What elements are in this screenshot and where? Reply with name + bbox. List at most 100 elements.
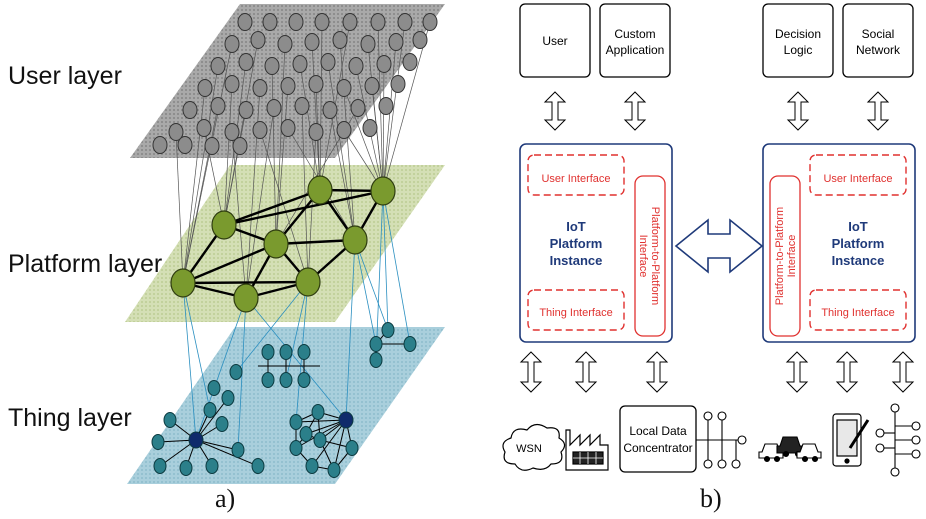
user-node: [232, 137, 248, 155]
wsn-cloud-icon: [502, 423, 566, 471]
thing-node: [215, 416, 229, 432]
user-box-label: User: [542, 34, 567, 48]
thing-node: [231, 442, 245, 458]
user-node: [388, 33, 404, 51]
custom-application-box: [599, 3, 671, 78]
user-node: [237, 13, 253, 31]
user-node: [412, 31, 428, 49]
user-node: [264, 57, 280, 75]
tablet-pen-icon: [832, 413, 870, 467]
user-node: [177, 136, 193, 154]
tree-network-icon: [875, 403, 921, 477]
left-user-interface-label: User Interface: [541, 173, 610, 185]
thing-node: [179, 460, 193, 476]
thing-node: [345, 440, 359, 456]
user-node: [348, 57, 364, 75]
platform-node: [263, 229, 289, 259]
user-node: [280, 77, 296, 95]
double-arrow: [623, 91, 647, 131]
user-node: [402, 53, 418, 71]
user-node: [152, 136, 168, 154]
platform-node: [170, 268, 196, 298]
user-node: [308, 123, 324, 141]
left-platform-title: IoT Platform Instance: [550, 219, 603, 268]
double-arrow: [786, 91, 810, 131]
left-platform-box: [519, 143, 673, 343]
user-node: [182, 101, 198, 119]
user-node: [196, 119, 212, 137]
right-thing-interface-label: Thing Interface: [821, 307, 894, 319]
user-node: [360, 35, 376, 53]
user-node: [422, 13, 438, 31]
thing-node: [403, 336, 417, 352]
user-node: [342, 13, 358, 31]
thing-node: [311, 404, 325, 420]
user-node: [314, 13, 330, 31]
thing-node: [369, 352, 383, 368]
user-layer-label: User layer: [8, 62, 122, 90]
user-node: [362, 119, 378, 137]
user-node: [294, 97, 310, 115]
left-thing-interface-label: Thing Interface: [539, 307, 612, 319]
platform-to-platform-arrow: [674, 218, 764, 274]
thing-node: [251, 458, 265, 474]
vertical-arrows: [519, 91, 915, 393]
user-box: [519, 3, 591, 78]
panel-b: User Custom Application Decision Logic Soc…: [502, 3, 921, 477]
user-node: [304, 33, 320, 51]
right-platform-box: [762, 143, 916, 343]
thing-node: [299, 426, 313, 442]
user-node: [322, 101, 338, 119]
thing-node: [261, 344, 275, 360]
social-network-box: [842, 3, 914, 78]
thing-node: [279, 372, 293, 388]
thing-node: [261, 372, 275, 388]
user-node: [266, 99, 282, 117]
user-node: [224, 35, 240, 53]
platform-node: [370, 176, 396, 206]
user-nodes: [152, 13, 438, 155]
caption-b: b): [700, 484, 722, 513]
user-node: [308, 75, 324, 93]
left-thing-interface-box: [527, 289, 625, 331]
user-node: [224, 123, 240, 141]
user-node: [288, 13, 304, 31]
platform-nodes: [170, 175, 396, 313]
user-node: [292, 55, 308, 73]
user-node: [238, 101, 254, 119]
right-p2p-interface-box: [769, 175, 801, 337]
user-node: [376, 55, 392, 73]
social-network-label: Social Network: [856, 27, 901, 57]
decision-logic-box: [762, 3, 834, 78]
thing-node: [305, 458, 319, 474]
user-node: [378, 97, 394, 115]
platform-node: [295, 267, 321, 297]
user-node: [332, 31, 348, 49]
thing-node: [289, 440, 303, 456]
double-arrow: [866, 91, 890, 131]
platform-node: [211, 210, 237, 240]
double-arrow: [543, 91, 567, 131]
thing-node: [207, 380, 221, 396]
user-node: [252, 79, 268, 97]
thing-node: [151, 434, 165, 450]
thing-networks: [151, 322, 417, 478]
left-p2p-interface-box: [634, 175, 666, 337]
right-user-interface-box: [809, 154, 907, 196]
double-arrow: [891, 351, 915, 393]
user-node: [252, 121, 268, 139]
user-node: [390, 75, 406, 93]
left-user-interface-box: [527, 154, 625, 196]
double-arrow: [785, 351, 809, 393]
thing-node: [369, 336, 383, 352]
local-data-concentrator-box: [619, 405, 697, 473]
platform-node: [307, 175, 333, 205]
thing-node: [229, 364, 243, 380]
user-node: [336, 121, 352, 139]
user-node: [320, 53, 336, 71]
thing-node: [163, 412, 177, 428]
thing-node: [313, 432, 327, 448]
user-node: [370, 13, 386, 31]
thing-node: [297, 344, 311, 360]
